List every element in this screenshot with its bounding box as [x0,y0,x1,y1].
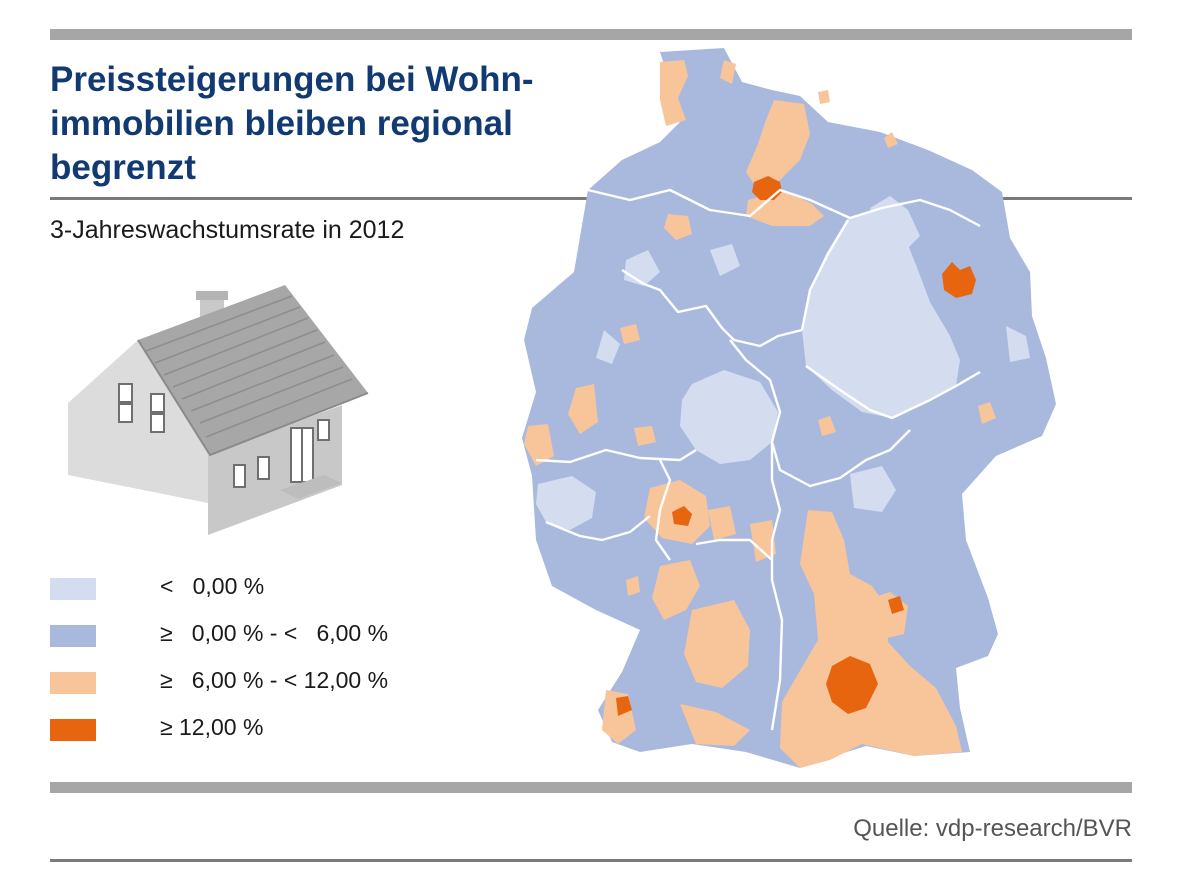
legend-swatch [50,578,96,600]
region-six-to-twelve [524,60,996,768]
state-borders [535,188,981,731]
legend-label: ≥ 0,00 % - < 6,00 % [160,620,389,646]
legend-swatch [50,672,96,694]
region-above-twelve [616,176,976,716]
legend-label: ≥ 12,00 % [160,714,264,740]
house-icon [68,285,369,535]
footer-rule [50,859,1132,862]
page-subtitle: 3-Jahreswachstumsrate in 2012 [50,216,405,244]
legend-label: < 0,00 % [160,573,265,599]
legend-swatch [50,625,96,647]
top-rule [50,29,1132,40]
source-note: Quelle: vdp-research/BVR [853,815,1132,842]
region-below-zero [536,196,1030,530]
legend-label: ≥ 6,00 % - < 12,00 % [160,667,389,693]
legend-swatch [50,719,96,741]
germany-map [522,48,1056,768]
bottom-rule [50,782,1132,793]
page-title: Preissteigerungen bei Wohn- immobilien b… [50,60,534,187]
